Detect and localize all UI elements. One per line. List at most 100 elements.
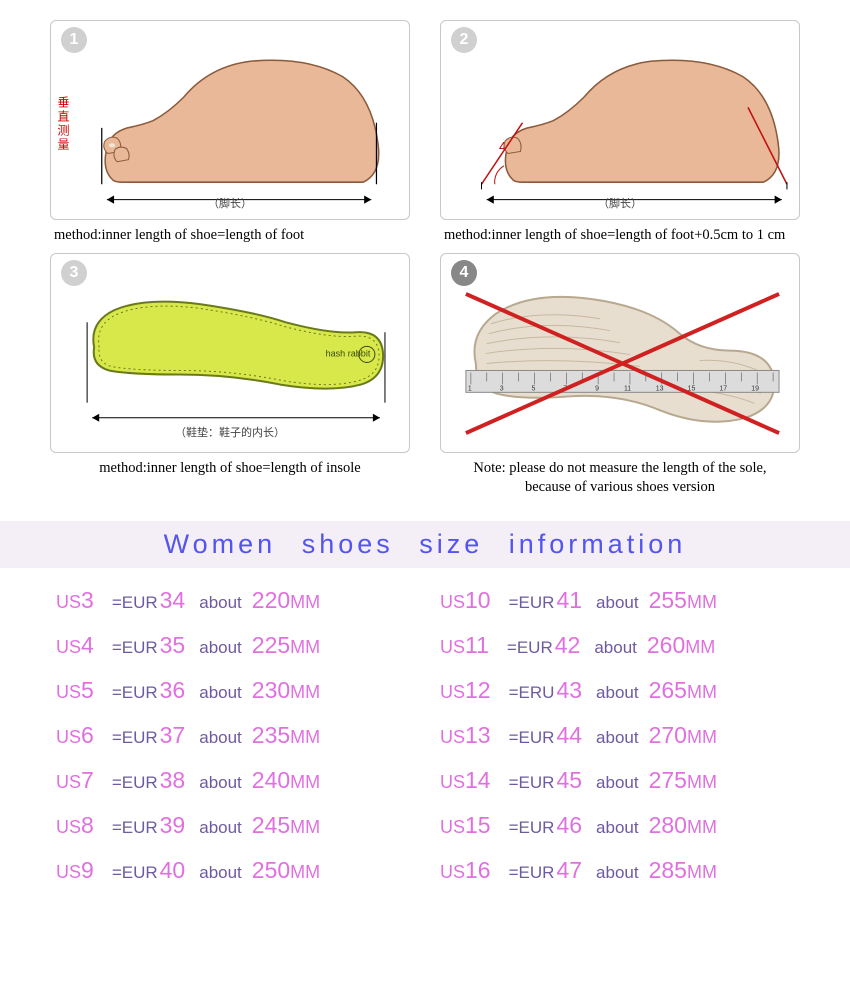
mm-unit: MM: [290, 862, 320, 883]
us-value: 4: [81, 632, 94, 659]
eur-label: =EUR: [509, 863, 555, 883]
eur-label: =EUR: [509, 818, 555, 838]
us-label: US: [440, 772, 465, 793]
panel-2-ruler-label: （脚长）: [441, 195, 799, 211]
mm-value: 250: [252, 857, 290, 884]
mm-unit: MM: [290, 637, 320, 658]
us-value: 14: [465, 767, 491, 794]
panel-3-ruler-label: （鞋垫：鞋子的内长）: [51, 424, 409, 440]
mm-value: 260: [647, 632, 685, 659]
foot-diagram-2: [461, 51, 789, 215]
size-info-title: Women shoes size information: [164, 529, 687, 559]
size-row: US12=ERU43about265MM: [440, 668, 794, 713]
about-label: about: [596, 683, 639, 703]
panel-1-number: 1: [61, 27, 87, 53]
eur-label: =EUR: [112, 728, 158, 748]
about-label: about: [199, 593, 242, 613]
panel-3-number: 3: [61, 260, 87, 286]
mm-value: 230: [252, 677, 290, 704]
us-label: US: [440, 682, 465, 703]
size-row: US6=EUR37about235MM: [56, 713, 410, 758]
method-panel-2: 2 45° （脚长） method:inner length of shoe=: [440, 20, 800, 245]
size-row: US14=EUR45about275MM: [440, 758, 794, 803]
eur-label: =EUR: [112, 773, 158, 793]
panel-3-caption: method:inner length of shoe=length of in…: [50, 459, 410, 478]
mm-unit: MM: [687, 727, 717, 748]
size-row: US11=EUR42about260MM: [440, 623, 794, 668]
size-row: US4=EUR35about225MM: [56, 623, 410, 668]
size-row: US5=EUR36about230MM: [56, 668, 410, 713]
size-column-left: US3=EUR34about220MMUS4=EUR35about225MMUS…: [56, 578, 410, 893]
size-grid: US3=EUR34about220MMUS4=EUR35about225MMUS…: [0, 578, 850, 903]
eur-value: 34: [160, 587, 186, 614]
about-label: about: [596, 593, 639, 613]
us-value: 5: [81, 677, 94, 704]
method-panel-3: 3 hash rabbit （鞋垫：鞋子的内长） method:inner le…: [50, 253, 410, 497]
about-label: about: [199, 773, 242, 793]
eur-value: 41: [556, 587, 582, 614]
us-label: US: [440, 817, 465, 838]
us-value: 8: [81, 812, 94, 839]
panel-1-image: 1 垂直测量 （脚长）: [50, 20, 410, 220]
about-label: about: [596, 773, 639, 793]
svg-text:9: 9: [595, 385, 599, 392]
eur-label: =EUR: [507, 638, 553, 658]
svg-text:19: 19: [751, 385, 759, 392]
us-value: 10: [465, 587, 491, 614]
mm-unit: MM: [687, 592, 717, 613]
us-label: US: [56, 862, 81, 883]
panel-2-image: 2 45° （脚长）: [440, 20, 800, 220]
eur-value: 42: [555, 632, 581, 659]
vertical-measure-label: 垂直测量: [55, 96, 72, 152]
mm-unit: MM: [290, 592, 320, 613]
mm-unit: MM: [290, 727, 320, 748]
eur-value: 47: [556, 857, 582, 884]
mm-value: 255: [649, 587, 687, 614]
eur-value: 46: [556, 812, 582, 839]
eur-value: 37: [160, 722, 186, 749]
about-label: about: [596, 863, 639, 883]
about-label: about: [199, 638, 242, 658]
mm-value: 240: [252, 767, 290, 794]
panel-4-image: 4: [440, 253, 800, 453]
about-label: about: [594, 638, 637, 658]
eur-label: =EUR: [112, 593, 158, 613]
mm-unit: MM: [290, 682, 320, 703]
mm-unit: MM: [290, 817, 320, 838]
size-row: US3=EUR34about220MM: [56, 578, 410, 623]
us-label: US: [56, 772, 81, 793]
size-row: US13=EUR44about270MM: [440, 713, 794, 758]
mm-value: 265: [649, 677, 687, 704]
us-value: 15: [465, 812, 491, 839]
panel-3-image: 3 hash rabbit （鞋垫：鞋子的内长）: [50, 253, 410, 453]
about-label: about: [199, 728, 242, 748]
panel-4-caption: Note: please do not measure the length o…: [440, 459, 800, 497]
svg-text:5: 5: [532, 385, 536, 392]
eur-value: 39: [160, 812, 186, 839]
us-label: US: [56, 592, 81, 613]
about-label: about: [596, 818, 639, 838]
eur-value: 35: [160, 632, 186, 659]
size-row: US10=EUR41about255MM: [440, 578, 794, 623]
us-label: US: [56, 682, 81, 703]
mm-unit: MM: [685, 637, 715, 658]
about-label: about: [199, 818, 242, 838]
mm-unit: MM: [687, 772, 717, 793]
us-label: US: [56, 727, 81, 748]
size-info-header: Women shoes size information: [0, 521, 850, 568]
about-label: about: [199, 863, 242, 883]
us-value: 9: [81, 857, 94, 884]
eur-value: 40: [160, 857, 186, 884]
panel-2-caption: method:inner length of shoe=length of fo…: [440, 226, 800, 245]
mm-value: 220: [252, 587, 290, 614]
foot-diagram-1: [71, 51, 399, 215]
eur-label: =EUR: [509, 728, 555, 748]
us-label: US: [440, 637, 465, 658]
svg-text:3: 3: [500, 385, 504, 392]
mm-unit: MM: [687, 817, 717, 838]
us-label: US: [56, 817, 81, 838]
methods-grid: 1 垂直测量 （脚长） method:inner length of shoe: [0, 0, 850, 507]
method-panel-1: 1 垂直测量 （脚长） method:inner length of shoe: [50, 20, 410, 245]
us-value: 16: [465, 857, 491, 884]
eur-value: 43: [556, 677, 582, 704]
